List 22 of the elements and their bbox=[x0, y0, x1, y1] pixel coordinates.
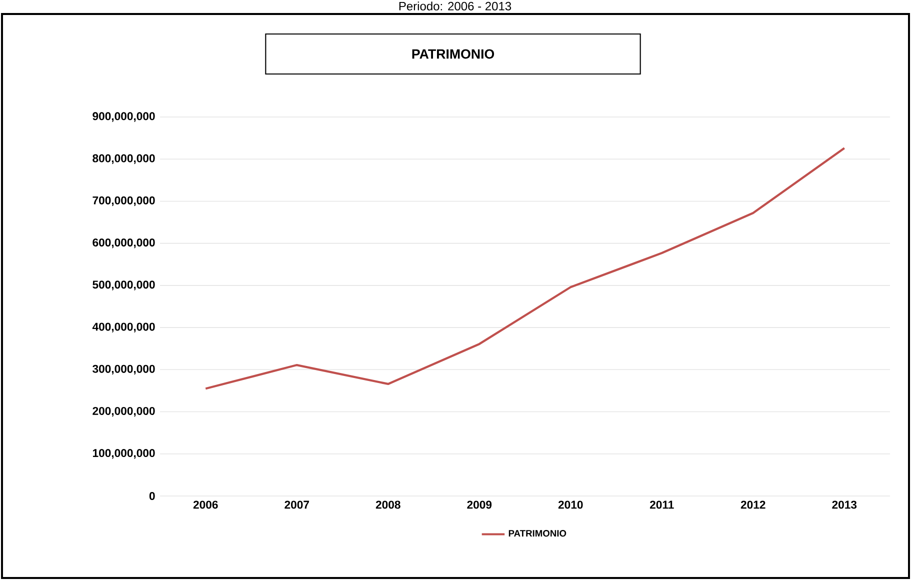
y-tick-label: 200,000,000 bbox=[92, 406, 155, 417]
y-tick-label: 500,000,000 bbox=[92, 280, 155, 290]
x-tick-label: 2013 bbox=[832, 500, 857, 509]
x-tick-label: 2006 bbox=[193, 500, 218, 509]
x-tick-label: 2010 bbox=[558, 500, 583, 509]
y-tick-label: 700,000,000 bbox=[92, 196, 155, 206]
x-tick-label: 2011 bbox=[650, 500, 674, 509]
y-tick-label: 300,000,000 bbox=[92, 364, 155, 374]
x-tick-label: 2008 bbox=[376, 500, 400, 509]
y-tick-label: 600,000,000 bbox=[92, 238, 155, 248]
x-tick-label: 2007 bbox=[284, 500, 309, 509]
line-series bbox=[204, 147, 846, 390]
y-tick-label: 900,000,000 bbox=[92, 112, 155, 122]
chart-title: PATRIMONIO bbox=[412, 49, 494, 59]
x-tick-label: 2012 bbox=[740, 500, 766, 509]
y-tick-label: 100,000,000 bbox=[92, 449, 155, 459]
y-tick-label: 400,000,000 bbox=[92, 322, 155, 332]
legend-label: PATRIMONIO bbox=[508, 530, 566, 537]
x-tick-label: 2009 bbox=[467, 500, 492, 509]
y-tick-label: 0 bbox=[149, 492, 155, 500]
chart-subtitle: Periodo: 2006 - 2013 bbox=[399, 2, 512, 10]
y-tick-label: 800,000,000 bbox=[92, 154, 155, 164]
